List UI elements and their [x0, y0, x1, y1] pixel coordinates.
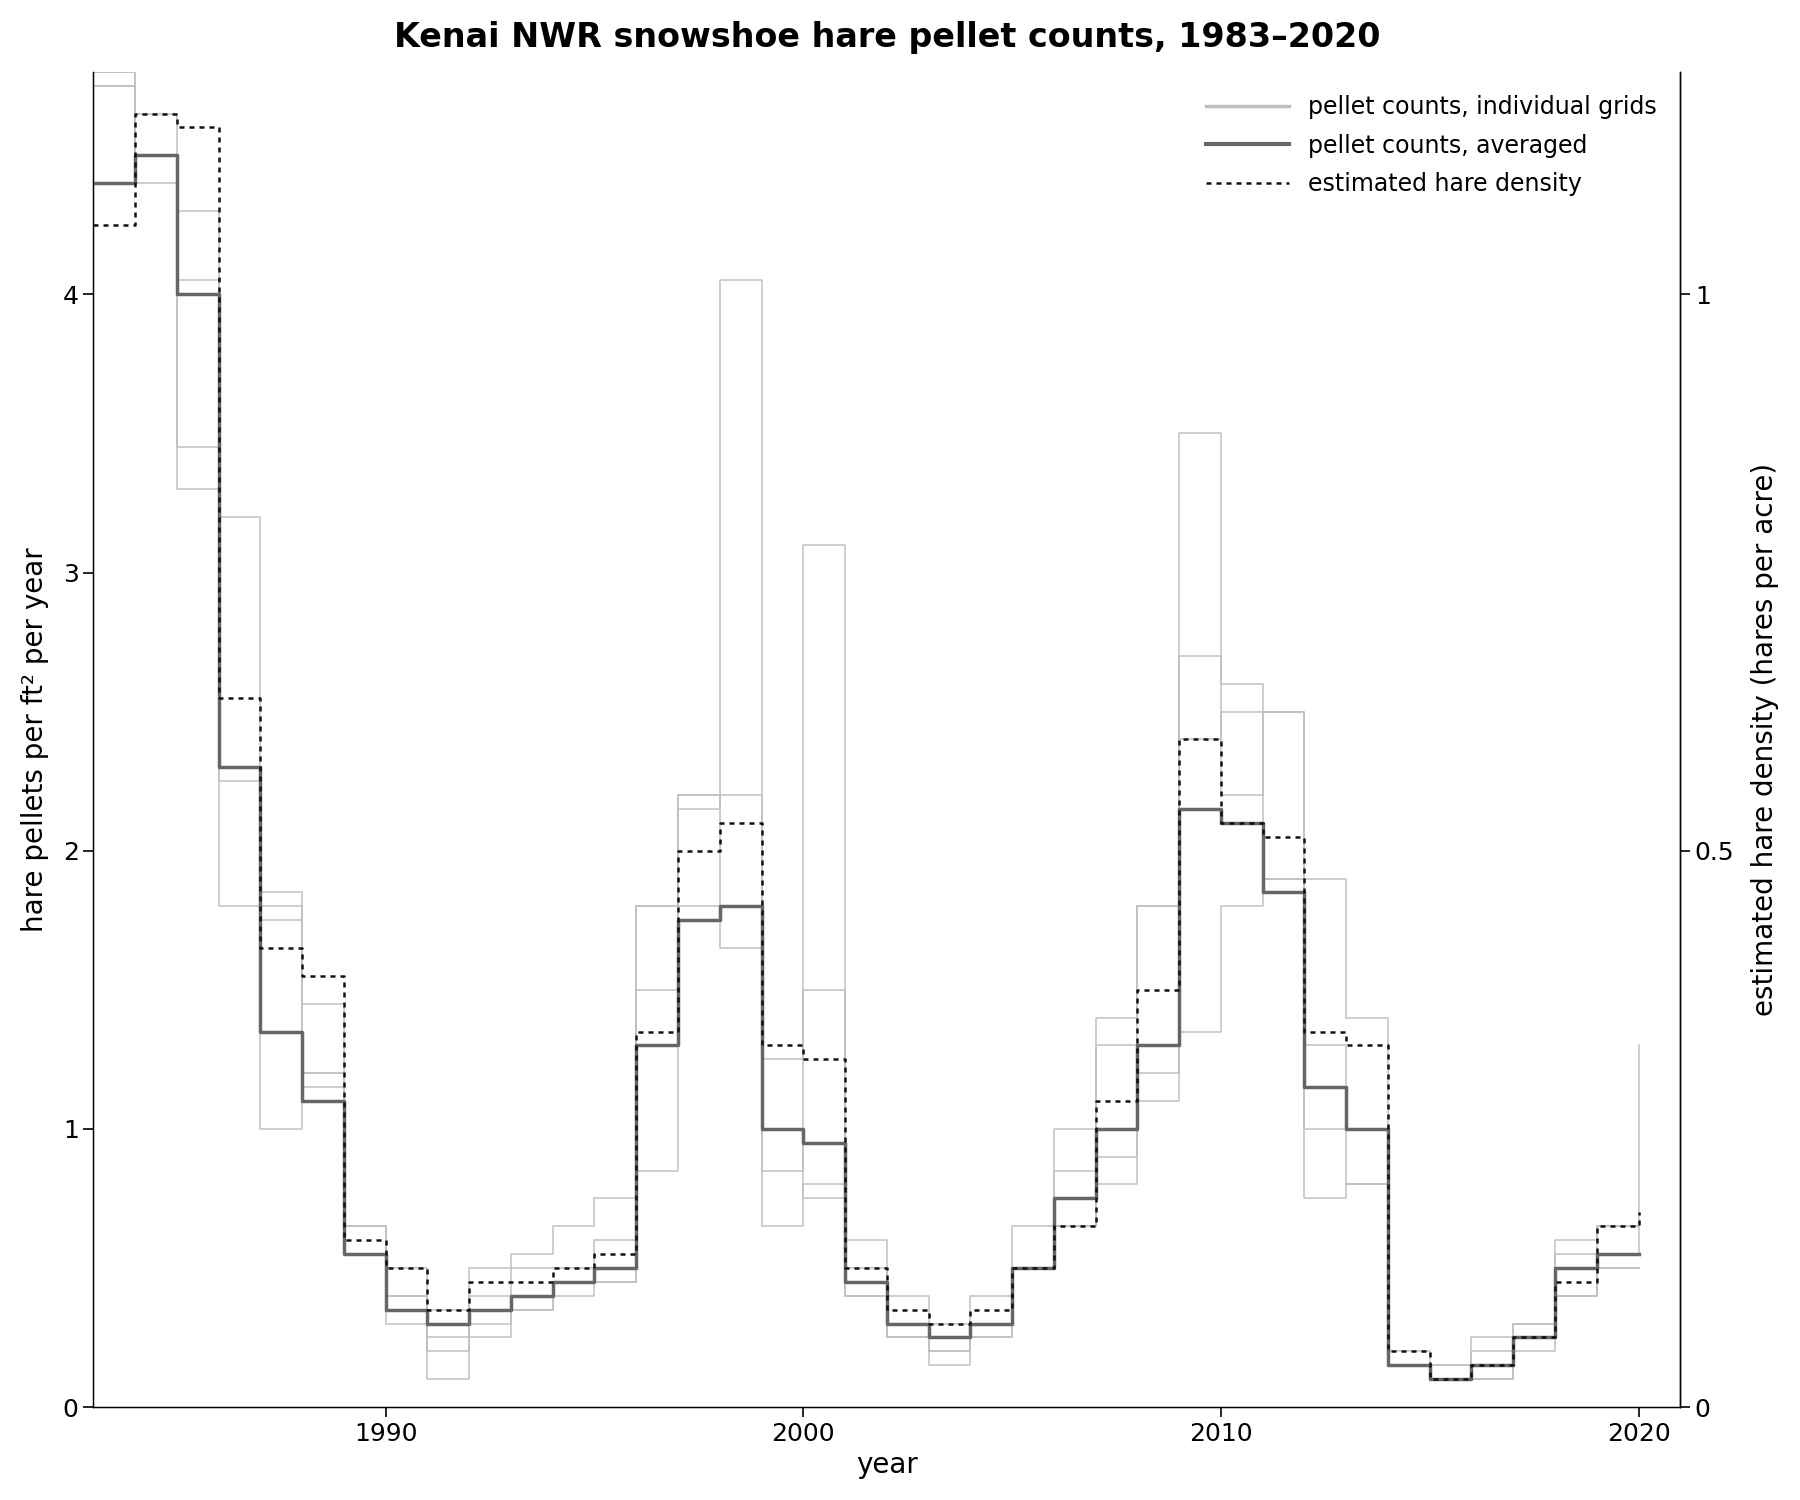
- Y-axis label: hare pellets per ft² per year: hare pellets per ft² per year: [22, 548, 49, 932]
- Title: Kenai NWR snowshoe hare pellet counts, 1983–2020: Kenai NWR snowshoe hare pellet counts, 1…: [394, 21, 1381, 54]
- Y-axis label: estimated hare density (hares per acre): estimated hare density (hares per acre): [1751, 464, 1778, 1016]
- Legend: pellet counts, individual grids, pellet counts, averaged, estimated hare density: pellet counts, individual grids, pellet …: [1195, 84, 1669, 207]
- X-axis label: year: year: [855, 1450, 918, 1479]
